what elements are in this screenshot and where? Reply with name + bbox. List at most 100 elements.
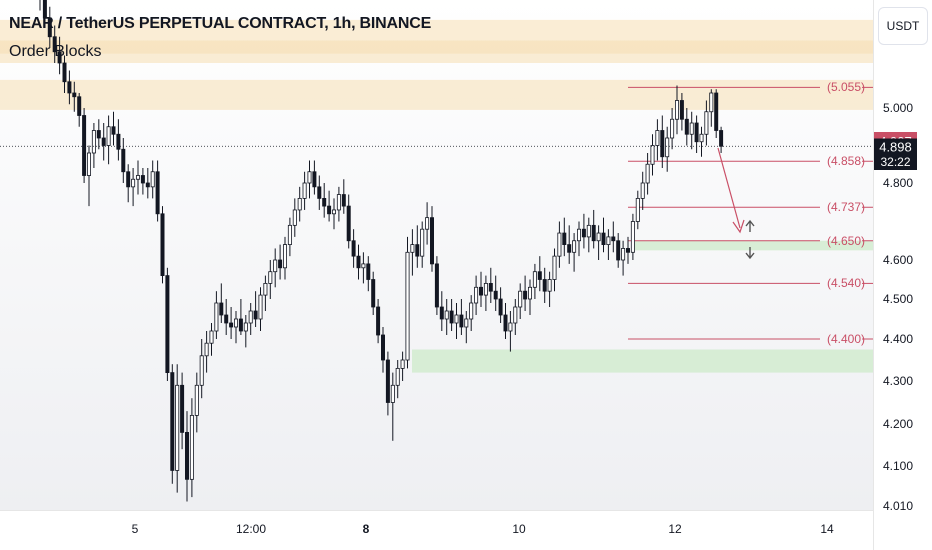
candle-body-40 (233, 318, 238, 328)
candle-14 (106, 115, 111, 165)
candle-95 (503, 303, 508, 339)
candle-90 (478, 271, 483, 307)
candle-body-128 (665, 137, 670, 158)
candle-15 (111, 111, 116, 146)
candle-125 (650, 134, 655, 176)
candle-body-96 (508, 322, 513, 332)
candle-body-81 (434, 263, 439, 308)
candlestick-chart[interactable] (0, 0, 873, 510)
candle-30 (184, 411, 189, 502)
last-price-badge: 4.898 (874, 138, 917, 156)
candle-99 (523, 275, 528, 311)
candle-body-60 (331, 209, 336, 215)
candle-body-67 (366, 263, 371, 280)
candle-body-71 (385, 359, 390, 403)
candle-body-94 (498, 298, 503, 316)
candle-73 (395, 360, 400, 399)
chart-plot-area[interactable] (0, 0, 873, 510)
price-tick-2: 4.600 (883, 253, 914, 267)
candle-130 (675, 85, 680, 135)
candle-136 (704, 100, 709, 146)
candle-body-49 (278, 259, 283, 269)
candle-body-18 (126, 171, 131, 188)
candle-85 (454, 303, 459, 339)
candle-body-41 (238, 318, 243, 332)
candle-19 (131, 168, 136, 207)
candle-100 (528, 279, 533, 315)
candle-13 (101, 123, 106, 161)
candle-113 (591, 209, 596, 249)
candle-41 (238, 299, 243, 335)
candle-body-110 (577, 228, 582, 242)
level-label-3: (4.650) (827, 233, 866, 248)
candle-body-131 (679, 100, 684, 120)
candle-82 (439, 291, 444, 331)
candle-55 (307, 160, 312, 199)
candle-54 (302, 171, 307, 210)
candle-body-6 (67, 81, 72, 94)
candle-78 (420, 221, 425, 268)
indicator-name[interactable]: Order Blocks (9, 43, 102, 60)
candle-118 (616, 233, 621, 268)
candle-body-92 (488, 282, 493, 292)
candle-18 (126, 164, 131, 203)
candle-86 (459, 299, 464, 335)
candle-body-117 (611, 236, 616, 242)
price-tick-1: 4.800 (883, 176, 914, 190)
candle-body-29 (180, 384, 185, 433)
candle-body-53 (297, 197, 302, 211)
candle-body-19 (131, 178, 136, 188)
time-tick-0: 5 (131, 522, 139, 536)
candle-79 (425, 202, 430, 245)
candle-body-74 (400, 359, 405, 369)
price-tick-5: 4.300 (883, 374, 914, 388)
candle-body-76 (410, 244, 415, 253)
candle-body-27 (170, 372, 175, 471)
level-label-2: (4.737) (827, 200, 866, 215)
candle-133 (689, 111, 694, 150)
candle-40 (233, 311, 238, 344)
candle-88 (469, 295, 474, 331)
candle-17 (121, 138, 126, 183)
candle-body-65 (356, 255, 361, 269)
candle-69 (376, 299, 381, 344)
candle-94 (498, 287, 503, 323)
candle-81 (434, 256, 439, 315)
candle-body-2 (47, 17, 52, 38)
candle-body-101 (532, 271, 537, 288)
time-axis[interactable] (0, 510, 873, 550)
candle-body-78 (420, 228, 425, 257)
level-label-4: (4.540) (827, 276, 866, 291)
candle-21 (140, 168, 145, 195)
candle-121 (630, 213, 635, 260)
candle-2 (47, 6, 52, 48)
price-tick-4: 4.400 (883, 332, 914, 346)
candle-body-62 (341, 194, 346, 207)
candle-body-83 (444, 310, 449, 320)
candle-body-121 (630, 221, 635, 253)
candle-body-100 (528, 286, 533, 300)
candle-132 (684, 108, 689, 146)
candle-53 (297, 186, 302, 222)
price-axis[interactable] (873, 0, 932, 550)
candle-61 (336, 186, 341, 222)
level-label-1: (4.858) (827, 154, 866, 169)
currency-button[interactable]: USDT (878, 7, 928, 45)
candle-114 (596, 225, 601, 260)
candle-116 (606, 229, 611, 260)
candle-body-32 (194, 384, 199, 416)
candle-body-125 (650, 145, 655, 165)
candle-66 (361, 252, 366, 284)
candle-131 (679, 93, 684, 131)
time-tick-1: 12:00 (235, 522, 267, 536)
candle-112 (586, 217, 591, 253)
candle-110 (577, 221, 582, 257)
candle-39 (229, 307, 234, 339)
candle-body-61 (336, 194, 341, 211)
candle-33 (199, 339, 204, 399)
candle-body-57 (317, 186, 322, 199)
candle-127 (660, 115, 665, 168)
candle-body-88 (469, 302, 474, 320)
candle-29 (180, 372, 185, 450)
chart-title[interactable]: NEAR / TetherUS PERPETUAL CONTRACT, 1h, … (9, 15, 432, 32)
